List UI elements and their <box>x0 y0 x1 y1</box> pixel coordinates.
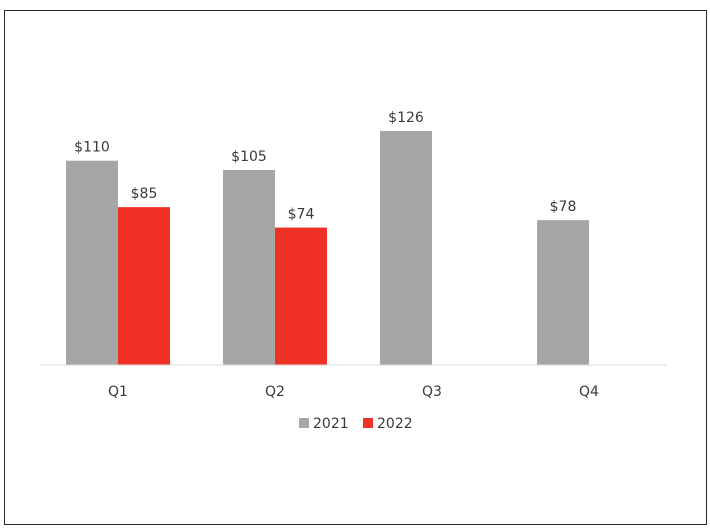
bar-2022-q1 <box>118 207 170 365</box>
legend-swatch-2022 <box>363 418 373 428</box>
data-label-2022-q1: $85 <box>131 186 158 202</box>
legend: 2021 2022 <box>299 416 413 432</box>
bar-2022-q2 <box>275 227 327 365</box>
data-label-2021-q1: $110 <box>74 140 110 156</box>
bar-2021-q4 <box>537 220 589 365</box>
x-tick-label-q4: Q4 <box>579 384 599 400</box>
x-tick-label-q3: Q3 <box>422 384 442 400</box>
data-label-2021-q2: $105 <box>231 149 267 165</box>
bar-2021-q3 <box>380 131 432 365</box>
x-tick-label-q1: Q1 <box>108 384 128 400</box>
bar-2021-q2 <box>223 170 275 365</box>
x-tick-label-q2: Q2 <box>265 384 285 400</box>
legend-label-2021: 2021 <box>313 416 349 432</box>
legend-label-2022: 2022 <box>377 416 413 432</box>
legend-swatch-2021 <box>299 418 309 428</box>
bar-2021-q1 <box>66 160 118 365</box>
data-label-2021-q4: $78 <box>550 199 577 215</box>
data-labels-layer: $110 $85 $105 $74 $126 $78 <box>74 110 576 223</box>
x-tick-labels: Q1 Q2 Q3 Q4 <box>108 384 599 400</box>
bars-layer <box>66 131 589 365</box>
data-label-2022-q2: $74 <box>288 207 315 223</box>
data-label-2021-q3: $126 <box>388 110 424 126</box>
